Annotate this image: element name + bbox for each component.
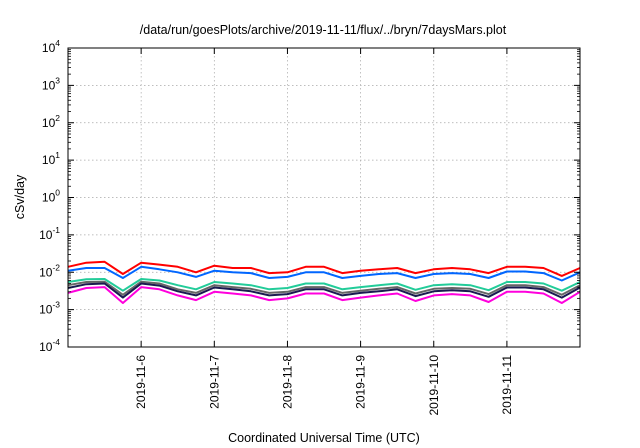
series-line-5 — [67, 282, 581, 299]
grid — [68, 48, 580, 347]
x-tick-label: 2019-11-6 — [134, 355, 148, 409]
x-tick-label: 2019-11-8 — [280, 355, 294, 409]
y-tick-label: 10-4 — [39, 337, 60, 354]
y-tick-label: 104 — [42, 38, 60, 55]
x-tick-label: 2019-11-11 — [500, 355, 514, 415]
y-tick-label: 10-1 — [39, 225, 60, 242]
y-tick-label: 10-2 — [39, 262, 60, 279]
series-line-6 — [67, 286, 581, 304]
series-line-2 — [67, 265, 581, 282]
series-line-3 — [67, 278, 581, 292]
series-line-1 — [67, 260, 581, 277]
y-tick-label: 100 — [42, 188, 60, 205]
y-tick-label: 103 — [42, 75, 60, 92]
series-layer — [67, 260, 581, 304]
series-line-4 — [67, 280, 581, 296]
chart-title: /data/run/goesPlots/archive/2019-11-11/f… — [140, 23, 507, 37]
y-tick-label: 10-3 — [39, 300, 60, 317]
x-tick-label: 2019-11-9 — [354, 355, 368, 409]
x-tick-label: 2019-11-7 — [207, 355, 221, 409]
x-tick-labels: 2019-11-6 2019-11-7 2019-11-8 2019-11-9 2019… — [134, 355, 514, 416]
axis-ticks — [68, 47, 580, 348]
x-tick-label: 2019-11-10 — [427, 355, 441, 416]
x-axis-label: Coordinated Universal Time (UTC) — [228, 431, 420, 445]
y-tick-label: 102 — [42, 113, 60, 130]
y-axis-label: cSv/day — [13, 174, 27, 219]
y-tick-label: 101 — [42, 150, 60, 167]
y-tick-labels: 10-4 10-3 10-2 10-1 100 101 102 103 104 — [39, 38, 60, 354]
